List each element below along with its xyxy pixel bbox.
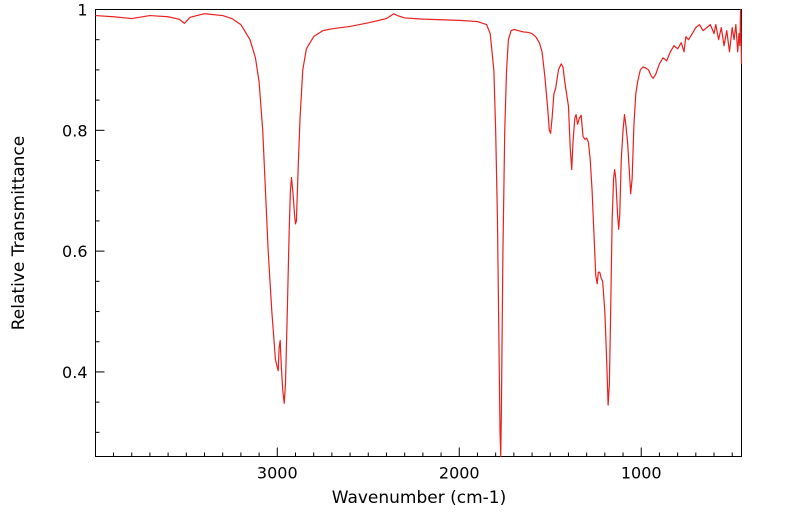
x-axis-label: Wavenumber (cm-1) [332, 488, 507, 508]
y-tick-label: 0.4 [62, 363, 87, 382]
series-layer [95, 8, 743, 458]
plot-frame [95, 9, 742, 457]
y-axis-label: Relative Transmittance [9, 136, 29, 331]
x-axis-ticks: 3000 2000 1000 [113, 447, 733, 483]
plot-area: 3000 2000 1000 0.4 0.6 0.8 1 [62, 1, 743, 483]
y-tick-label: 0.6 [62, 242, 87, 261]
y-tick-label: 1 [77, 1, 87, 20]
y-axis-ticks: 0.4 0.6 0.8 1 [62, 1, 105, 433]
y-tick-label: 0.8 [62, 121, 87, 140]
x-tick-label: 2000 [439, 464, 480, 483]
spectrum-line [95, 8, 743, 458]
x-tick-label: 3000 [257, 464, 298, 483]
x-tick-label: 1000 [621, 464, 662, 483]
